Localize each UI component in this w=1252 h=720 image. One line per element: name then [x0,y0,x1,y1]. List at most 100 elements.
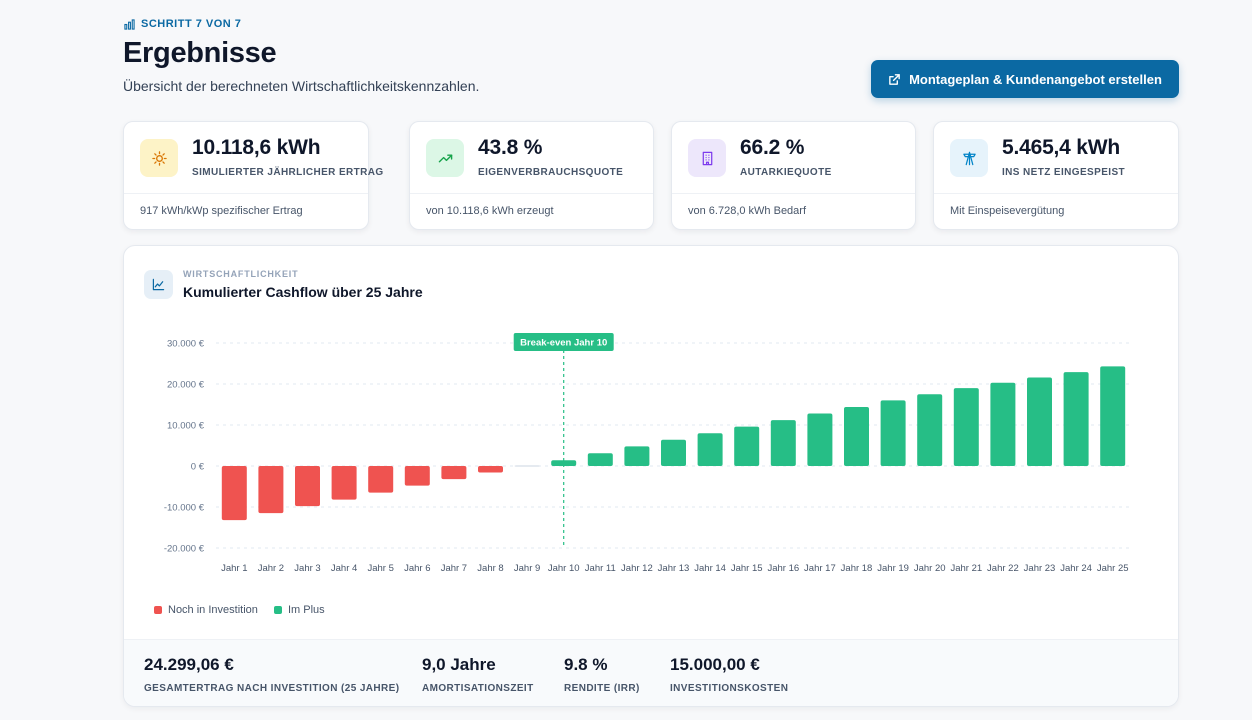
bar [770,420,796,466]
x-tick-label: Jahr 1 [221,563,247,574]
kpi-foot: 917 kWh/kWp spezifischer Ertrag [140,205,303,217]
legend-item-profit: Im Plus [274,604,325,616]
kpi-foot: von 6.728,0 kWh Bedarf [688,205,807,217]
bar [1027,377,1052,466]
stat-label: INVESTITIONSKOSTEN [670,683,789,694]
x-tick-label: Jahr 10 [548,563,580,574]
bar [331,466,357,500]
legend-label: Noch in Investition [168,604,258,616]
bar [917,394,943,466]
bar [404,466,430,486]
panel-title: Kumulierter Cashflow über 25 Jahre [183,284,423,300]
create-offer-label: Montageplan & Kundenangebot erstellen [909,71,1162,87]
kpi-card-autarky: 66.2 % AUTARKIEQUOTE von 6.728,0 kWh Bed… [671,121,916,230]
bar [514,465,540,467]
kpi-value: 43.8 % [478,136,543,159]
x-tick-label: Jahr 25 [1097,563,1129,574]
x-tick-label: Jahr 21 [950,563,982,574]
kpi-card-yield: 10.118,6 kWh SIMULIERTER JÄHRLICHER ERTR… [123,121,383,230]
x-tick-label: Jahr 11 [585,563,616,574]
stat-total-return: 24.299,06 € GESAMTERTRAG NACH INVESTITIO… [144,655,399,694]
kpi-value: 10.118,6 kWh [192,136,321,159]
bar [368,466,394,493]
x-tick-label: Jahr 12 [621,563,653,574]
kpi-label: INS NETZ EINGESPEIST [1002,167,1126,178]
step-label: SCHRITT 7 VON 7 [141,18,242,30]
y-tick-label: 10.000 € [167,421,205,432]
cashflow-chart: 30.000 € 20.000 € 10.000 € 0 € -10.000 € -20.… [164,333,1131,574]
legend-item-investment: Noch in Investition [154,604,258,616]
bar-chart-icon [124,18,135,30]
page-subtitle: Übersicht der berechneten Wirtschaftlich… [123,78,480,94]
x-tick-label: Jahr 9 [514,563,540,574]
stat-value: 9.8 % [564,655,608,674]
stat-label: RENDITE (IRR) [564,683,640,694]
y-tick-label: -20.000 € [164,544,205,555]
stat-value: 24.299,06 € [144,655,234,674]
bar [661,439,686,466]
kpi-value: 66.2 % [740,136,805,159]
stat-payback: 9,0 Jahre AMORTISATIONSZEIT [422,655,534,694]
summary-bar: 24.299,06 € GESAMTERTRAG NACH INVESTITIO… [124,639,1178,706]
x-tick-label: Jahr 4 [331,563,357,574]
x-tick-label: Jahr 13 [658,563,690,574]
legend-label: Im Plus [288,604,325,616]
stat-label: GESAMTERTRAG NACH INVESTITION (25 JAHRE) [144,683,400,694]
bar [880,400,906,466]
x-tick-label: Jahr 19 [877,563,909,574]
x-tick-label: Jahr 7 [441,563,467,574]
x-tick-label: Jahr 16 [767,563,799,574]
bar [587,453,613,466]
bar [551,460,577,466]
kpi-foot: von 10.118,6 kWh erzeugt [426,205,554,217]
x-tick-label: Jahr 2 [258,563,284,574]
bar [221,466,247,521]
x-tick-label: Jahr 15 [731,563,763,574]
bar [295,466,320,507]
create-offer-button[interactable]: Montageplan & Kundenangebot erstellen [871,60,1179,98]
x-tick-label: Jahr 5 [367,563,393,574]
x-tick-label: Jahr 8 [477,563,503,574]
legend-swatch [274,606,282,614]
y-tick-label: 20.000 € [167,380,205,391]
x-tick-label: Jahr 14 [694,563,726,574]
break-even-label: Break-even Jahr 10 [520,338,607,349]
y-tick-label: 0 € [191,462,205,473]
bar [624,446,650,466]
bar [258,466,284,514]
bar [953,388,979,466]
x-tick-label: Jahr 24 [1060,563,1092,574]
panel-overline: WIRTSCHAFTLICHKEIT [183,269,299,279]
kpi-card-grid-feed: 5.465,4 kWh INS NETZ EINGESPEIST Mit Ein… [933,121,1179,230]
kpi-value: 5.465,4 kWh [1002,136,1121,159]
y-tick-label: -10.000 € [164,503,205,514]
stat-value: 9,0 Jahre [422,655,496,674]
stat-label: AMORTISATIONSZEIT [422,683,534,694]
sun-icon [151,150,167,166]
y-tick-label: 30.000 € [167,339,205,350]
kpi-card-self-consumption: 43.8 % EIGENVERBRAUCHSQUOTE von 10.118,6… [409,121,654,230]
bar [844,406,869,466]
external-link-icon [889,73,900,85]
bar [807,413,833,466]
kpi-label: EIGENVERBRAUCHSQUOTE [478,167,624,178]
x-tick-label: Jahr 23 [1024,563,1056,574]
x-tick-label: Jahr 17 [804,563,836,574]
x-tick-label: Jahr 6 [404,563,430,574]
kpi-label: AUTARKIEQUOTE [740,167,832,178]
stat-investment: 15.000,00 € INVESTITIONSKOSTEN [670,655,788,694]
legend-swatch [154,606,162,614]
cashflow-panel: WIRTSCHAFTLICHKEIT Kumulierter Cashflow … [123,245,1179,707]
power-pylon-icon [962,151,976,165]
stat-irr: 9.8 % RENDITE (IRR) [564,655,640,694]
line-chart-icon [152,278,165,291]
step-indicator: SCHRITT 7 VON 7 [124,18,241,30]
bar [441,466,467,480]
bar [478,466,503,473]
x-tick-label: Jahr 18 [841,563,873,574]
page-title: Ergebnisse [123,37,277,69]
trending-up-icon [438,154,452,162]
kpi-foot: Mit Einspeisevergütung [950,205,1065,217]
x-tick-label: Jahr 20 [914,563,946,574]
stat-value: 15.000,00 € [670,655,760,674]
